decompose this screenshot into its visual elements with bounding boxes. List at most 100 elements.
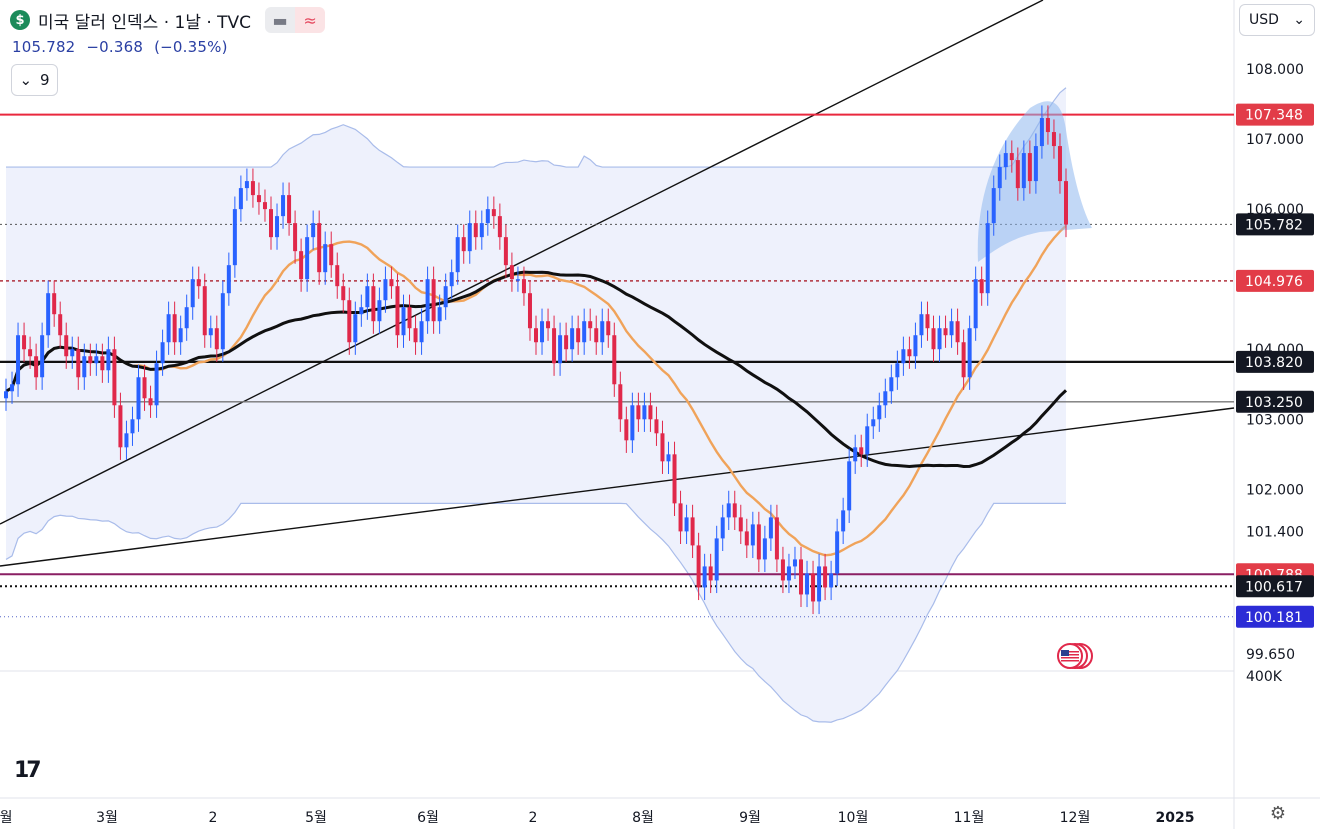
candle-body (768, 517, 773, 539)
candle-body (269, 209, 273, 238)
candle-body (841, 510, 846, 532)
moving-average-slow (5, 270, 1068, 468)
candle-body (479, 223, 484, 238)
indicator-count: 9 (40, 71, 50, 89)
tradingview-logo[interactable]: 17 (14, 758, 42, 783)
candle-body (455, 237, 460, 273)
candle-body (714, 538, 719, 581)
candle-body (919, 314, 924, 336)
time-tick: 5월 (305, 810, 327, 826)
candle-body (913, 335, 918, 357)
time-tick: 10월 (838, 810, 869, 826)
candle-body (64, 335, 69, 357)
candle-body (558, 335, 563, 364)
price-tick: 102.000 (1246, 482, 1304, 498)
time-tick: 12월 (1060, 810, 1091, 826)
price-tick: 101.400 (1246, 524, 1304, 540)
candle-body (811, 573, 816, 602)
time-tick: 2 (209, 810, 218, 826)
candle-body (654, 419, 659, 434)
candle-body (214, 328, 219, 350)
candle-body (738, 517, 743, 532)
time-tick: 2 (529, 810, 538, 826)
candle-body (407, 307, 412, 329)
price-tick: 99.650 (1246, 647, 1295, 663)
price-label-103.250: 103.250 (1245, 395, 1303, 411)
candle-body (636, 405, 641, 420)
candle-body (588, 321, 593, 329)
candle-body (570, 328, 575, 350)
candle-body (823, 566, 828, 588)
candle-body (160, 342, 165, 364)
candle-body (395, 286, 400, 336)
candle-body (780, 559, 785, 581)
candle-body (148, 398, 153, 406)
candle-body (208, 328, 213, 336)
chart-header: $ 미국 달러 인덱스 · 1날 · TVC ▬ ≈ (10, 7, 326, 33)
candle-body (401, 307, 406, 336)
candle-body (172, 314, 177, 343)
candle-body (293, 223, 298, 252)
candle-body (220, 293, 225, 350)
candle-body (979, 279, 984, 294)
price-tick: 103.000 (1246, 412, 1304, 428)
bollinger-upper (6, 87, 1067, 168)
candle-body (973, 279, 978, 329)
candle-body (774, 517, 779, 560)
candle-body (732, 503, 737, 518)
candle-body (606, 321, 611, 336)
candle-body (564, 335, 569, 350)
currency-select[interactable]: USD ⌄ (1239, 4, 1315, 36)
candle-body (744, 531, 749, 546)
candle-body (503, 237, 508, 266)
candle-body (967, 328, 972, 378)
chevron-down-icon: ⌄ (1293, 12, 1305, 28)
time-tick: 2025 (1156, 810, 1195, 826)
time-tick: 6월 (417, 810, 439, 826)
candle-body (582, 321, 587, 343)
candle-body (666, 454, 671, 462)
gear-icon[interactable]: ⚙ (1269, 802, 1287, 824)
candle-body (299, 251, 304, 280)
candle-body (786, 566, 791, 581)
candle-body (1003, 153, 1008, 168)
time-tick: 월 (0, 810, 12, 826)
candle-body (136, 377, 141, 420)
candle-body (792, 559, 797, 567)
candle-body (275, 216, 280, 238)
candle-body (1009, 153, 1014, 161)
price-label-bg-107.348 (1236, 103, 1314, 126)
time-tick: 9월 (739, 810, 761, 826)
price-label-107.348: 107.348 (1245, 108, 1303, 124)
candle-body (100, 356, 105, 371)
candle-body (1051, 132, 1056, 147)
time-tick: 3월 (96, 810, 118, 826)
candle-body (702, 566, 707, 588)
candle-body (901, 349, 906, 364)
candle-body (991, 188, 996, 224)
candle-body (94, 356, 99, 364)
candle-body (660, 433, 665, 462)
candle-body (552, 328, 557, 364)
approx-icon[interactable]: ≈ (295, 7, 326, 33)
price-label-100.617: 100.617 (1245, 579, 1303, 595)
candle-body (142, 377, 147, 399)
candle-body (1045, 118, 1050, 133)
trendline-rising (0, 0, 1044, 525)
indicators-collapse-button[interactable]: ⌄ 9 (11, 64, 58, 96)
price-change: −0.368 (86, 38, 144, 56)
us-flag-event-icon[interactable] (1056, 641, 1096, 671)
symbol-title[interactable]: 미국 달러 인덱스 · 1날 · TVC (38, 12, 252, 33)
minus-icon[interactable]: ▬ (265, 7, 296, 33)
candle-body (889, 377, 894, 392)
price-label-100.181: 100.181 (1245, 610, 1303, 626)
candle-body (1033, 146, 1038, 182)
candle-body (540, 321, 545, 343)
candle-body (756, 524, 761, 560)
candle-body (1027, 153, 1032, 182)
price-label-105.782: 105.782 (1245, 217, 1303, 233)
candle-body (371, 286, 376, 322)
candle-body (720, 517, 725, 539)
candle-body (1015, 160, 1020, 189)
